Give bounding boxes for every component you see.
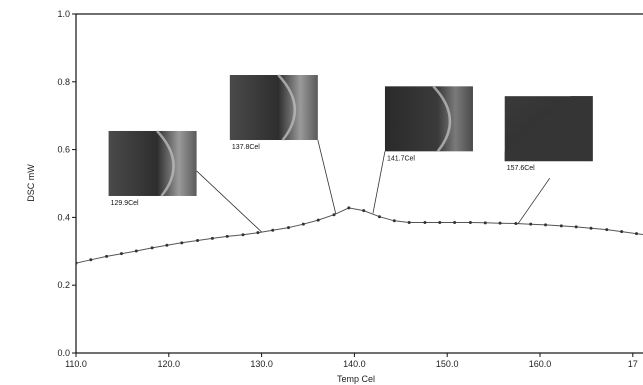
x-tick-label: 130.0	[250, 359, 273, 369]
dsc-data-point	[256, 231, 260, 235]
thumbnail-annotation: 157.6Cel	[504, 96, 593, 225]
dsc-data-point	[392, 219, 396, 223]
y-tick-label: 0.0	[57, 348, 70, 358]
dsc-data-point	[316, 218, 320, 222]
y-tick-label: 0.2	[57, 280, 70, 290]
thumbnail-detail	[156, 130, 175, 197]
dsc-data-point	[377, 215, 381, 219]
y-tick-label: 0.4	[57, 212, 70, 222]
thumbnail-image	[108, 130, 197, 196]
dsc-data-point	[574, 225, 578, 229]
dsc-data-point	[134, 249, 138, 253]
dsc-data-point	[589, 226, 593, 230]
thumbnail-temp-label: 141.7Cel	[387, 155, 415, 162]
dsc-data-point	[76, 261, 78, 265]
dsc-data-point	[210, 236, 214, 240]
dsc-data-point	[225, 234, 229, 238]
dsc-data-point	[635, 232, 639, 236]
dsc-data-point	[514, 222, 518, 226]
dsc-data-point	[287, 226, 291, 230]
x-tick-label: 150.0	[436, 359, 459, 369]
dsc-data-point	[271, 228, 275, 232]
y-axis: 0.0 0.2 0.4 0.6 0.8 1.0	[57, 9, 76, 358]
thumbnail-detail	[504, 96, 593, 162]
leader-line	[517, 177, 551, 225]
dsc-data-point	[119, 252, 123, 256]
dsc-data-point	[423, 220, 427, 224]
y-axis-title: DSC mW	[26, 164, 36, 202]
dsc-data-point	[407, 220, 411, 224]
thumbnail-image	[229, 75, 318, 141]
plot-frame	[75, 13, 643, 354]
x-tick-label: 17	[628, 359, 638, 369]
dsc-series-line	[76, 207, 643, 264]
dsc-data-point	[180, 241, 184, 245]
dsc-data-point	[362, 209, 366, 213]
y-tick-label: 0.6	[57, 145, 70, 155]
dsc-data-point	[105, 254, 109, 258]
thumbnail-temp-label: 157.6Cel	[507, 165, 535, 172]
plot-area	[76, 206, 643, 265]
x-tick-label: 120.0	[158, 359, 181, 369]
dsc-data-point	[453, 220, 457, 224]
dsc-data-point	[544, 223, 548, 227]
x-tick-label: 110.0	[65, 359, 87, 369]
dsc-data-point	[241, 233, 245, 237]
thumbnail-temp-label: 129.9Cel	[111, 200, 139, 207]
thumbnail-temp-label: 137.8Cel	[232, 144, 260, 151]
leader-line	[317, 139, 337, 215]
dsc-data-point	[529, 222, 533, 226]
thumbnail-image	[384, 86, 473, 152]
y-tick-label: 0.8	[57, 77, 70, 87]
dsc-data-point	[332, 213, 336, 217]
dsc-data-point	[150, 246, 154, 250]
dsc-data-point	[498, 221, 502, 225]
thumbnail-annotation: 141.7Cel	[372, 85, 473, 214]
x-tick-label: 160.0	[529, 359, 552, 369]
thumbnail-detail	[432, 85, 452, 153]
leader-line	[372, 151, 386, 214]
dsc-data-point	[89, 258, 93, 262]
thumbnail-annotation: 137.8Cel	[229, 74, 337, 215]
thumbnail-annotations: 129.9Cel 137.8Cel 141.7Cel 157.6Cel	[108, 74, 593, 233]
dsc-data-point	[483, 221, 487, 225]
dsc-data-point	[468, 220, 472, 224]
x-axis-title: Temp Cel	[337, 374, 375, 384]
dsc-data-point	[347, 206, 351, 210]
y-tick-label: 1.0	[57, 9, 70, 19]
dsc-data-point	[559, 224, 563, 228]
dsc-data-point	[620, 230, 624, 234]
thumbnail-detail	[277, 74, 297, 141]
dsc-data-point	[438, 220, 442, 224]
dsc-data-point	[301, 222, 305, 226]
dsc-data-point	[196, 238, 200, 242]
x-tick-label: 140.0	[343, 359, 366, 369]
dsc-data-point	[165, 243, 169, 247]
dsc-data-point	[605, 228, 609, 232]
thumbnail-annotation: 129.9Cel	[108, 130, 262, 233]
x-axis: 110.0 120.0 130.0 140.0 150.0 160.0 17	[65, 353, 638, 369]
leader-line	[196, 170, 262, 233]
